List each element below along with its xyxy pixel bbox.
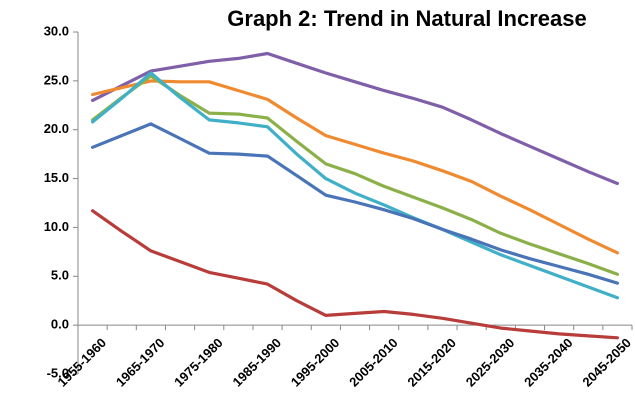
y-tick-label: 30.0	[44, 23, 69, 38]
y-tick-label: -5.0	[47, 365, 69, 380]
chart-title: Graph 2: Trend in Natural Increase	[227, 6, 586, 31]
y-tick-label: 25.0	[44, 72, 69, 87]
series-line	[91, 79, 619, 255]
y-tick-label: 0.0	[51, 317, 69, 332]
x-tick-label: 2025-2030	[463, 335, 518, 390]
x-tick-label: 1995-2000	[288, 335, 343, 390]
y-tick-label: 5.0	[51, 268, 69, 283]
series-line	[91, 71, 619, 300]
x-tick-label: 2005-2010	[346, 335, 401, 390]
series-line	[91, 74, 619, 276]
y-tick-label: 15.0	[44, 170, 69, 185]
x-tick-label: 1975-1980	[171, 335, 226, 390]
x-tick-label: 2035-2040	[521, 335, 576, 390]
series-line	[91, 51, 619, 186]
x-tick-label: 1955-1960	[55, 335, 110, 390]
x-tick-label: 1985-1990	[230, 335, 285, 390]
y-tick-label: 10.0	[44, 219, 69, 234]
x-tick-label: 2045-2050	[579, 335, 634, 390]
x-tick-label: 2015-2020	[404, 335, 459, 390]
series-line	[91, 209, 619, 340]
series-line	[91, 122, 619, 285]
y-tick-label: 20.0	[44, 121, 69, 136]
x-tick-label: 1965-1970	[113, 335, 168, 390]
